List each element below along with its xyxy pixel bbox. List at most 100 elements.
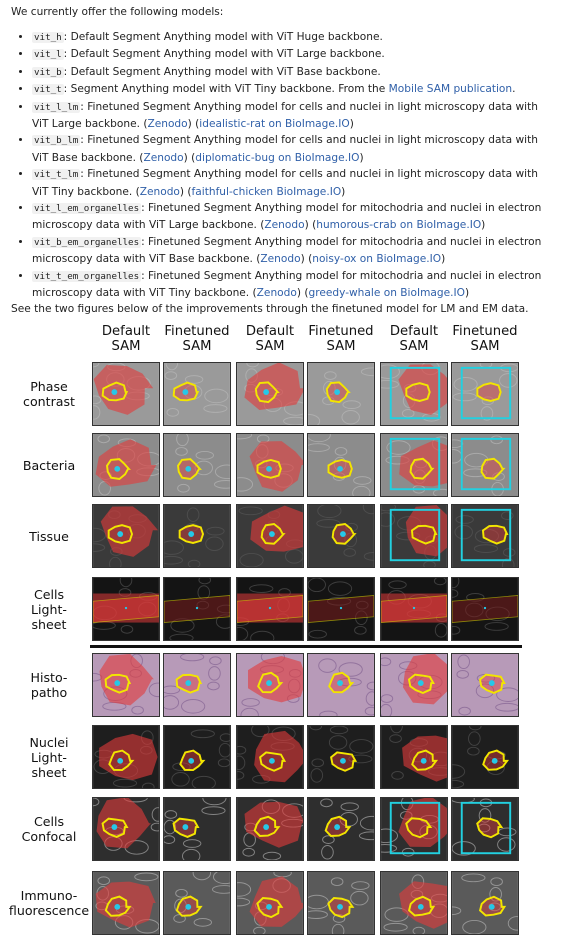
segmentation-tile: [307, 433, 375, 497]
model-description: : Default Segment Anything model with Vi…: [63, 48, 385, 61]
segmentation-tile: [451, 653, 519, 717]
column-header: Finetuned SAM: [306, 324, 376, 354]
model-link-bioimage[interactable]: greedy-whale on BioImage.IO: [308, 287, 465, 300]
segmentation-tile: [163, 725, 231, 789]
model-separator: ) (: [179, 185, 192, 198]
model-link-primary[interactable]: Mobile SAM publication: [388, 83, 513, 96]
model-code: vit_b: [32, 66, 64, 78]
segmentation-tile: [92, 504, 160, 568]
model-link-primary[interactable]: Zenodo: [147, 118, 188, 131]
segmentation-tile: [451, 871, 519, 935]
segmentation-tile: [92, 725, 160, 789]
row-label-line: Confocal: [21, 829, 77, 844]
segmentation-tile: [163, 504, 231, 568]
row-label-line: Cells: [33, 586, 65, 602]
comparison-figure: Default SAM Finetuned SAM Default SAM Finetune…: [8, 324, 528, 942]
model-link-bioimage[interactable]: noisy-ox on BioImage.IO: [312, 253, 442, 266]
model-link-bioimage[interactable]: faithful-chicken BioImage.IO: [191, 185, 342, 198]
model-link-primary[interactable]: Zenodo: [260, 253, 301, 266]
segmentation-tile: [307, 725, 375, 789]
model-item-vit-t: vit_t: Segment Anything model with ViT T…: [32, 81, 547, 98]
segmentation-tile: [236, 433, 304, 497]
segmentation-tile: [380, 653, 448, 717]
model-code: vit_l: [32, 49, 64, 61]
model-item-vit-b-lm: vit_b_lm: Finetuned Segment Anything mod…: [32, 132, 547, 166]
row-label-line: Immuno-: [20, 888, 78, 903]
row-label: Nuclei Light-sheet: [8, 735, 90, 780]
segmentation-tile: [307, 362, 375, 426]
segmentation-tile: [380, 504, 448, 568]
row-label: Tissue: [8, 529, 90, 544]
model-tail: ): [481, 219, 486, 232]
segmentation-tile: [307, 871, 375, 935]
column-header-line: Finetuned: [452, 324, 518, 339]
row-label: Immuno-fluorescence: [8, 888, 90, 918]
row-label-line: Light-: [31, 601, 67, 617]
intro-text: We currently offer the following models:: [11, 6, 224, 18]
model-link-primary[interactable]: Zenodo: [264, 219, 305, 232]
column-header-line: Default: [245, 324, 295, 339]
segmentation-tile: [451, 362, 519, 426]
column-header-line: SAM: [470, 339, 500, 354]
row-label-line: patho: [30, 685, 68, 700]
segmentation-tile: [236, 653, 304, 717]
column-header-line: Default: [101, 324, 151, 339]
model-item-vit-l-em-organelles: vit_l_em_organelles: Finetuned Segment A…: [32, 200, 547, 234]
model-separator: ) (: [296, 287, 309, 300]
model-code: vit_l_em_organelles: [32, 203, 142, 215]
row-label-line: Bacteria: [22, 457, 76, 473]
segmentation-tile: [163, 653, 231, 717]
model-code: vit_h: [32, 32, 64, 43]
segmentation-tile: [163, 871, 231, 935]
column-header: Finetuned SAM: [162, 324, 232, 354]
model-item-vit-l-lm: vit_l_lm: Finetuned Segment Anything mod…: [32, 99, 547, 133]
segmentation-tile: [236, 871, 304, 935]
segmentation-tile: [307, 797, 375, 861]
row-label-line: Tissue: [29, 528, 69, 544]
model-link-bioimage[interactable]: diplomatic-bug on BioImage.IO: [195, 151, 360, 164]
column-header: Default SAM: [235, 324, 305, 354]
model-link-primary[interactable]: Zenodo: [143, 151, 184, 164]
model-link-bioimage[interactable]: humorous-crab on BioImage.IO: [316, 219, 482, 232]
segmentation-tile: [92, 433, 160, 497]
model-link-bioimage[interactable]: idealistic-rat on BioImage.IO: [199, 118, 350, 131]
model-description: : Finetuned Segment Anything model for c…: [32, 134, 538, 164]
model-code: vit_b_lm: [32, 135, 81, 147]
column-header: Default SAM: [379, 324, 449, 354]
column-header-line: SAM: [255, 339, 285, 354]
segmentation-tile: [163, 433, 231, 497]
column-header: Finetuned SAM: [450, 324, 520, 354]
row-label: Cells Light-sheet: [8, 587, 90, 632]
segmentation-tile: [380, 871, 448, 935]
segmentation-tile: [451, 577, 519, 641]
row-label: Cells Confocal: [8, 814, 90, 844]
model-item-vit-b-em-organelles: vit_b_em_organelles: Finetuned Segment A…: [32, 234, 547, 268]
model-tail: ): [441, 253, 446, 266]
segmentation-tile: [236, 504, 304, 568]
row-label-line: Phase: [30, 379, 68, 394]
row-label-line: sheet: [31, 616, 67, 632]
lm-section-divider: [90, 645, 522, 648]
segmentation-tile: [163, 362, 231, 426]
segmentation-tile: [380, 725, 448, 789]
segmentation-tile: [451, 725, 519, 789]
row-label-line: Nuclei: [29, 734, 69, 750]
segmentation-tile: [380, 577, 448, 641]
segmentation-tile: [163, 797, 231, 861]
column-header-line: SAM: [399, 339, 429, 354]
segmentation-tile: [451, 433, 519, 497]
model-code: vit_t_em_organelles: [32, 270, 142, 282]
model-separator: ) (: [304, 219, 317, 232]
row-label: Bacteria: [8, 458, 90, 473]
model-item-vit-h: vit_h: Default Segment Anything model wi…: [32, 29, 547, 46]
model-description: : Default Segment Anything model with Vi…: [63, 31, 383, 43]
model-link-primary[interactable]: Zenodo: [139, 185, 180, 198]
model-description: : Finetuned Segment Anything model for c…: [32, 168, 538, 198]
model-item-vit-l: vit_l: Default Segment Anything model wi…: [32, 46, 547, 63]
model-separator: ) (: [300, 253, 313, 266]
column-header-line: SAM: [182, 339, 212, 354]
model-link-primary[interactable]: Zenodo: [256, 287, 297, 300]
segmentation-tile: [163, 577, 231, 641]
segmentation-tile: [307, 504, 375, 568]
model-description: : Segment Anything model with ViT Tiny b…: [63, 83, 389, 96]
